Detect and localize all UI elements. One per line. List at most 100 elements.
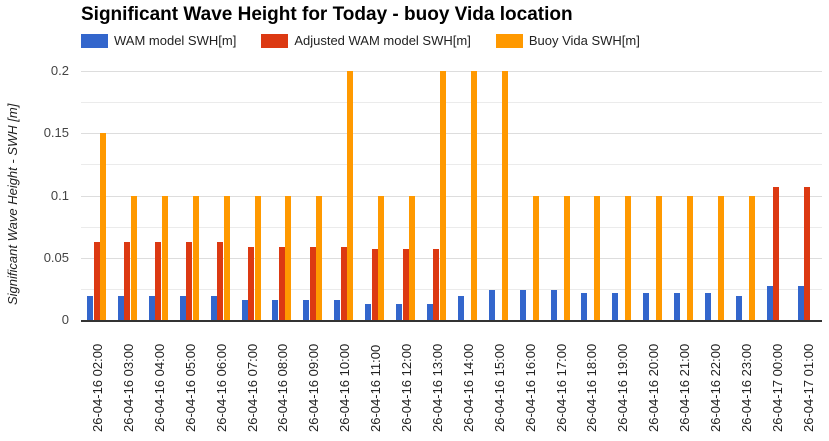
bar[interactable]	[402, 249, 409, 320]
bar[interactable]	[87, 296, 93, 320]
y-tick-label: 0.05	[43, 250, 69, 265]
bar[interactable]	[186, 241, 193, 320]
bar[interactable]	[797, 286, 804, 320]
bar[interactable]	[303, 300, 310, 320]
bar[interactable]	[148, 296, 155, 320]
x-tick-label: 26-04-16 09:00	[306, 343, 322, 432]
bar[interactable]	[223, 195, 230, 320]
bar[interactable]	[117, 296, 124, 320]
bar[interactable]	[804, 186, 811, 320]
bar[interactable]	[594, 195, 601, 320]
bar[interactable]	[155, 241, 162, 320]
bar[interactable]	[340, 246, 347, 320]
x-tick-label: 26-04-16 21:00	[677, 343, 693, 432]
x-tick-label: 26-04-16 14:00	[460, 343, 476, 432]
x-tick-label: 26-04-16 03:00	[120, 343, 136, 432]
x-tick-label: 26-04-16 04:00	[151, 343, 167, 432]
legend-label: Adjusted WAM model SWH[m]	[294, 33, 471, 48]
legend-swatch	[495, 33, 523, 48]
gridline	[81, 289, 822, 290]
gridline	[81, 196, 822, 197]
bar[interactable]	[656, 195, 663, 320]
legend: WAM model SWH[m] Adjusted WAM model SWH[m…	[81, 33, 665, 48]
bar[interactable]	[248, 246, 254, 320]
bar[interactable]	[563, 195, 570, 320]
bar[interactable]	[100, 133, 106, 320]
x-tick-label: 26-04-17 01:00	[800, 343, 816, 432]
bar[interactable]	[161, 195, 168, 320]
gridline	[81, 133, 822, 134]
bar[interactable]	[581, 292, 588, 320]
legend-item[interactable]: WAM model SWH[m]	[81, 33, 236, 48]
bar[interactable]	[130, 195, 137, 320]
bar[interactable]	[93, 241, 100, 320]
bar[interactable]	[433, 249, 440, 320]
bar[interactable]	[470, 71, 477, 320]
bar[interactable]	[278, 246, 285, 320]
bar[interactable]	[309, 246, 316, 320]
bar[interactable]	[210, 296, 217, 320]
x-tick-label: 26-04-16 10:00	[337, 343, 353, 432]
x-tick-label: 26-04-16 12:00	[399, 343, 414, 432]
bar[interactable]	[705, 292, 711, 320]
bar[interactable]	[687, 195, 694, 320]
y-tick-label: 0.15	[43, 125, 69, 140]
bar[interactable]	[439, 71, 446, 320]
bar[interactable]	[773, 186, 780, 320]
bar[interactable]	[612, 292, 619, 320]
bar[interactable]	[457, 296, 464, 320]
legend-item[interactable]: Buoy Vida SWH[m]	[495, 33, 640, 48]
bar[interactable]	[748, 195, 755, 320]
bar[interactable]	[124, 241, 131, 320]
bar[interactable]	[550, 290, 557, 320]
bar[interactable]	[347, 71, 354, 320]
y-tick-label: 0	[61, 312, 69, 327]
bar[interactable]	[334, 300, 341, 320]
legend-label: Buoy Vida SWH[m]	[528, 33, 640, 48]
bar[interactable]	[643, 292, 650, 320]
chart-title: Significant Wave Height for Today - buoy…	[81, 4, 573, 25]
x-tick-label: 26-04-16 16:00	[522, 343, 538, 432]
bar[interactable]	[766, 286, 773, 320]
bar[interactable]	[488, 290, 495, 320]
bar[interactable]	[371, 249, 378, 320]
bar[interactable]	[217, 241, 224, 320]
x-tick-label: 26-04-16 08:00	[275, 343, 291, 432]
bar[interactable]	[674, 292, 681, 320]
bar[interactable]	[532, 195, 539, 320]
bar[interactable]	[254, 195, 261, 320]
x-tick-label: 26-04-16 20:00	[646, 343, 662, 432]
bar[interactable]	[316, 195, 323, 320]
bar[interactable]	[272, 300, 279, 320]
gridline	[81, 258, 822, 259]
x-tick-label: 26-04-17 00:00	[769, 343, 785, 432]
x-tick-label: 26-04-16 18:00	[584, 343, 600, 432]
bar[interactable]	[378, 195, 385, 320]
bar[interactable]	[519, 290, 526, 320]
x-tick-label: 26-04-16 07:00	[244, 343, 260, 432]
legend-item[interactable]: Adjusted WAM model SWH[m]	[261, 33, 471, 48]
bar[interactable]	[501, 71, 508, 320]
x-tick-label: 26-04-16 02:00	[90, 343, 105, 432]
bar[interactable]	[396, 303, 402, 320]
x-tick-label: 26-04-16 13:00	[429, 343, 445, 432]
bar[interactable]	[365, 303, 372, 320]
gridline	[81, 71, 822, 72]
bar[interactable]	[409, 195, 415, 320]
y-tick-label: 0.2	[50, 63, 69, 78]
x-axis-line	[81, 320, 822, 322]
bar[interactable]	[718, 195, 724, 320]
bar[interactable]	[192, 195, 199, 320]
x-tick-label: 26-04-16 22:00	[708, 343, 723, 432]
bar[interactable]	[735, 296, 742, 320]
bar[interactable]	[285, 195, 292, 320]
bar[interactable]	[241, 300, 248, 320]
x-tick-label: 26-04-16 15:00	[491, 343, 507, 432]
legend-label: WAM model SWH[m]	[114, 33, 237, 48]
bar[interactable]	[179, 296, 186, 320]
bar[interactable]	[625, 195, 632, 320]
gridline	[81, 164, 822, 165]
bar[interactable]	[426, 303, 433, 320]
x-tick-label: 26-04-16 06:00	[213, 343, 229, 432]
